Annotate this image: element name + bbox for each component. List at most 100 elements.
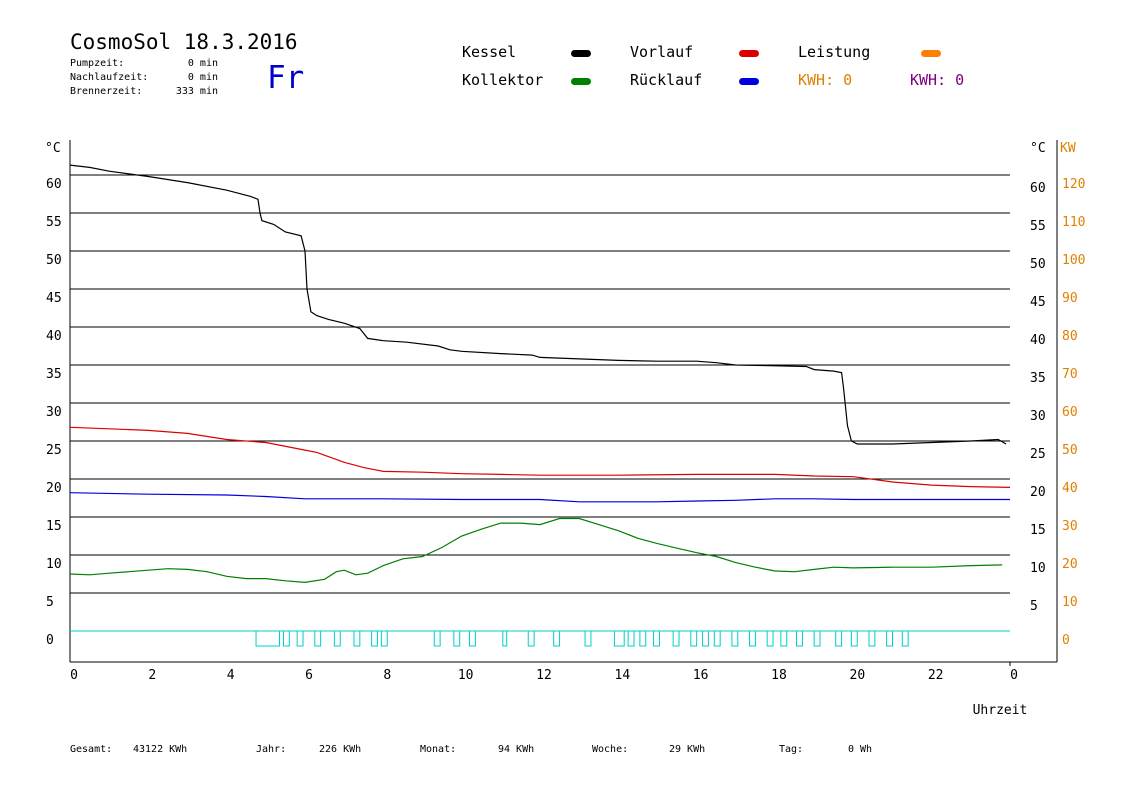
legend-kwh-orange: KWH: 0 [798, 71, 853, 89]
power-marker [835, 630, 843, 647]
legend-ruecklauf-swatch [739, 78, 759, 85]
power-marker [713, 630, 721, 647]
x-tick-label: 20 [850, 668, 866, 683]
power-marker [850, 630, 858, 647]
legend-vorlauf-swatch [739, 50, 759, 57]
power-marker [353, 630, 361, 647]
y-tick-label-right: 15 [1030, 523, 1046, 538]
y-tick-label-power: 110 [1062, 215, 1085, 230]
y-tick-label-power: 120 [1062, 177, 1085, 192]
y-tick-label-left: 35 [46, 367, 62, 382]
stat-value-nachlaufzeit: 0 min [187, 72, 218, 83]
footer-monat-value: 94 KWh [498, 744, 535, 755]
power-marker [639, 630, 647, 647]
power-marker [868, 630, 876, 647]
series-line-kollektor [69, 517, 1003, 584]
y-tick-label-right: 55 [1030, 219, 1046, 234]
x-tick-label: 12 [536, 668, 552, 683]
footer-gesamt-value: 43122 KWh [133, 744, 188, 755]
x-tick-label: 4 [227, 668, 235, 683]
footer-tag-value: 0 Wh [848, 744, 873, 755]
legend-kollektor-swatch [571, 78, 591, 85]
y-tick-label-right: 30 [1030, 409, 1046, 424]
y-tick-label-left: 0 [46, 633, 54, 648]
stat-label-nachlaufzeit: Nachlaufzeit: [70, 72, 149, 83]
y-axis-label-left: °C [45, 141, 61, 156]
legend-vorlauf-label: Vorlauf [630, 43, 694, 61]
power-marker [453, 630, 461, 647]
power-marker [627, 630, 635, 647]
power-marker [702, 630, 709, 647]
footer-woche-value: 29 KWh [669, 744, 706, 755]
power-marker [282, 630, 290, 647]
stat-value-brennerzeit: 333 min [175, 86, 218, 97]
power-marker [813, 630, 821, 647]
power-marker [584, 630, 592, 647]
legend-kessel-swatch [571, 50, 591, 57]
power-marker [380, 630, 388, 647]
y-tick-label-left: 10 [46, 557, 62, 572]
y-tick-label-right: 5 [1030, 599, 1038, 614]
x-tick-label: 14 [615, 668, 631, 683]
power-marker [690, 630, 698, 647]
power-marker [371, 630, 378, 647]
x-tick-label: 6 [305, 668, 313, 683]
series-line-kessel [69, 164, 1007, 445]
stat-value-pumpzeit: 0 min [187, 58, 218, 69]
y-tick-label-power: 20 [1062, 557, 1078, 572]
legend-leistung-swatch [921, 50, 941, 57]
power-marker [766, 630, 774, 647]
y-tick-label-left: 50 [46, 253, 62, 268]
x-tick-label: 16 [693, 668, 709, 683]
y-tick-label-right: 45 [1030, 295, 1046, 310]
footer-monat-label: Monat: [420, 744, 457, 755]
y-tick-label-power: 70 [1062, 367, 1078, 382]
power-marker [255, 630, 281, 647]
power-marker [672, 630, 680, 647]
y-tick-label-left: 25 [46, 443, 62, 458]
power-marker [886, 630, 893, 647]
y-tick-label-left: 55 [46, 215, 62, 230]
legend-kessel-label: Kessel [462, 43, 517, 61]
power-marker [749, 630, 756, 647]
y-tick-label-right: 50 [1030, 257, 1046, 272]
power-marker [731, 630, 739, 647]
legend-kollektor-label: Kollektor [462, 71, 544, 89]
y-tick-label-left: 20 [46, 481, 62, 496]
legend-leistung-label: Leistung [798, 43, 871, 61]
y-tick-label-left: 30 [46, 405, 62, 420]
y-tick-label-right: 20 [1030, 485, 1046, 500]
power-marker [901, 630, 909, 647]
y-tick-label-power: 90 [1062, 291, 1078, 306]
power-marker [796, 630, 803, 647]
footer-tag-label: Tag: [779, 744, 804, 755]
power-marker [653, 630, 660, 647]
y-tick-label-left: 45 [46, 291, 62, 306]
footer-woche-label: Woche: [592, 744, 629, 755]
power-marker [433, 630, 441, 647]
y-tick-label-power: 0 [1062, 633, 1070, 648]
x-tick-label: 22 [928, 668, 944, 683]
x-tick-label: 10 [458, 668, 474, 683]
footer-jahr-label: Jahr: [256, 744, 287, 755]
y-tick-label-right: 60 [1030, 181, 1046, 196]
y-tick-label-power: 100 [1062, 253, 1085, 268]
series-line-vorlauf [69, 426, 1011, 488]
power-marker [527, 630, 535, 647]
power-marker [613, 630, 625, 647]
x-tick-label: 2 [148, 668, 156, 683]
stat-label-pumpzeit: Pumpzeit: [70, 58, 125, 69]
y-tick-label-left: 5 [46, 595, 54, 610]
x-tick-label: 8 [383, 668, 391, 683]
x-tick-label: 0 [1010, 668, 1018, 683]
y-tick-label-power: 40 [1062, 481, 1078, 496]
power-marker [314, 630, 322, 647]
power-marker [780, 630, 788, 647]
weekday-label: Fr [267, 60, 305, 96]
y-tick-label-power: 50 [1062, 443, 1078, 458]
legend-ruecklauf-label: Rücklauf [630, 71, 703, 89]
x-tick-label: 18 [771, 668, 787, 683]
y-tick-label-power: 10 [1062, 595, 1078, 610]
y-axis-label-right-power: KW [1060, 141, 1076, 156]
